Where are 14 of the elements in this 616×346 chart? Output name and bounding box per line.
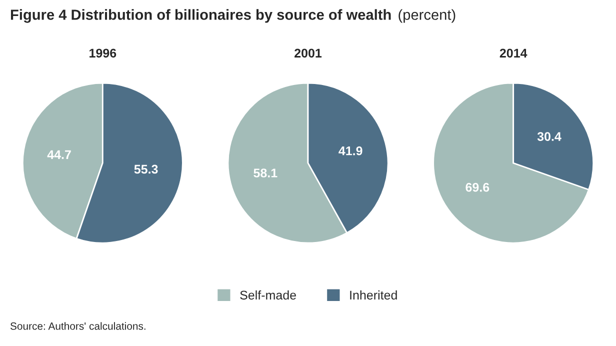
data-label: 44.7 bbox=[47, 150, 71, 159]
data-label: 69.6 bbox=[466, 182, 490, 192]
data-label: 30.4 bbox=[537, 132, 562, 141]
legend-label: Self-made bbox=[240, 290, 296, 300]
data-label: 41.9 bbox=[338, 146, 362, 156]
source-note: Source: Authors' calculations. bbox=[10, 322, 146, 330]
chart-title: 2001 bbox=[294, 48, 322, 58]
text: (percent) bbox=[398, 9, 456, 23]
legend-label: Inherited bbox=[350, 290, 397, 300]
data-label: 58.1 bbox=[254, 168, 278, 178]
chart-title: 1996 bbox=[90, 48, 116, 58]
data-label: 55.3 bbox=[134, 164, 158, 174]
chart-title: 2014 bbox=[500, 48, 528, 58]
caption: Figure 4 Distribution of billionaires by source of wealth bbox=[10, 9, 391, 23]
